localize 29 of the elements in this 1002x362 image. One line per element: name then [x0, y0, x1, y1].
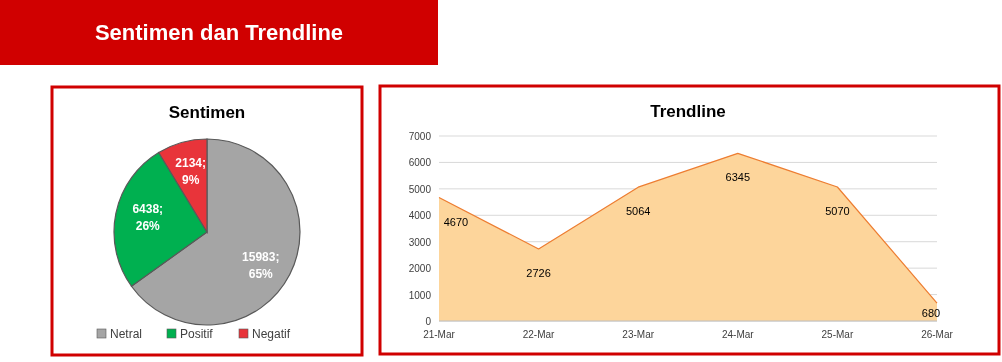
text: Sentimen dan Trendline: [94, 20, 344, 45]
data-label: 5064: [625, 205, 651, 218]
y-tick-label: 4000: [408, 210, 432, 222]
y-tick-label: 2000: [408, 263, 432, 275]
data-label: 4670: [443, 215, 469, 228]
x-tick-label: 21-Mar: [423, 329, 456, 340]
data-label: 6345: [725, 171, 751, 184]
x-tick-label: 25-Mar: [821, 329, 854, 340]
x-tick-label: 24-Mar: [721, 329, 755, 340]
x-tick-label: 22-Mar: [522, 329, 556, 340]
legend-label: Positif: [180, 327, 214, 341]
data-label: 6438; 26%: [132, 201, 164, 233]
x-tick-label: 23-Mar: [622, 329, 655, 340]
chart-title: Trendline: [650, 102, 726, 121]
y-tick-label: 6000: [408, 157, 432, 169]
data-label: 2134; 9%: [175, 155, 207, 187]
y-tick-label: 0: [425, 316, 432, 327]
y-tick-label: 5000: [408, 183, 432, 195]
data-label: 680: [921, 307, 941, 319]
data-label: 2726: [526, 266, 551, 279]
y-tick-label: 3000: [408, 236, 432, 248]
x-tick-label: 26-Mar: [921, 329, 954, 340]
data-label: 15983; 65%: [242, 249, 280, 281]
legend-label: Negatif: [252, 327, 291, 341]
legend-label: Netral: [110, 327, 143, 341]
y-tick-label: 7000: [408, 131, 432, 142]
data-label: 5070: [825, 205, 850, 218]
chart-title: Sentimen: [168, 103, 246, 122]
y-tick-label: 1000: [408, 289, 432, 301]
